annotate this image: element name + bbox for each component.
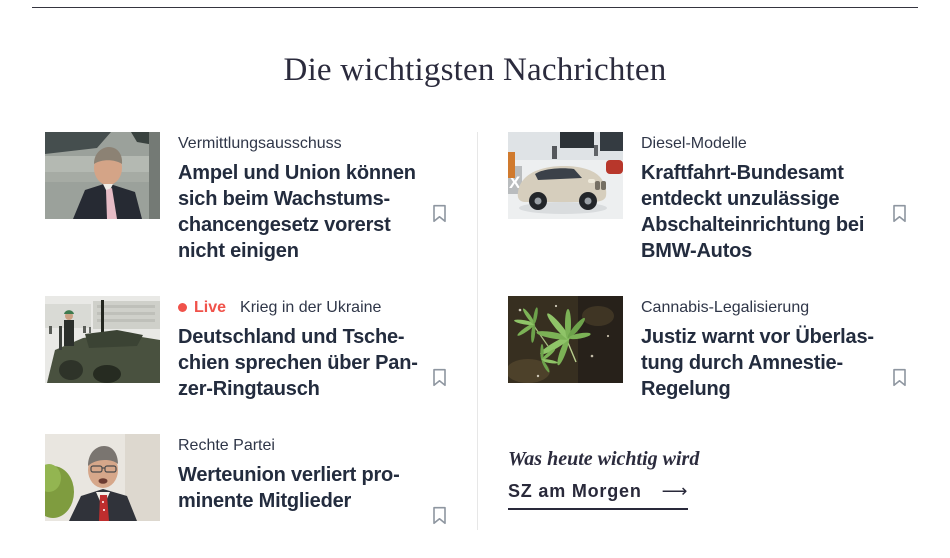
headline[interactable]: Deutschland und Tsche- chien sprechen üb… xyxy=(178,326,418,400)
bookmark-icon xyxy=(892,204,907,226)
article-image-cannabis[interactable] xyxy=(508,296,623,383)
bookmark-icon xyxy=(432,506,447,528)
kicker[interactable]: Cannabis-Legalisierung xyxy=(641,297,874,318)
link-label: SZ am Morgen xyxy=(508,481,642,501)
sz-am-morgen-link[interactable]: SZ am Morgen ⟶ xyxy=(508,481,689,510)
news-item-bmw-abschalteinrichtung: X Di xyxy=(508,132,915,264)
headline[interactable]: Kraftfahrt-Bundesamt entdeckt unzulässig… xyxy=(641,162,865,262)
article-text: Diesel-Modelle Kraftfahrt-Bundesamt entd… xyxy=(641,132,864,264)
kicker-label: Vermittlungsausschuss xyxy=(178,135,342,152)
news-item-wachstumschancengesetz: Vermittlungsausschuss Ampel und Union kö… xyxy=(45,132,455,264)
kicker-label: Rechte Partei xyxy=(178,437,275,454)
article-image-panzer[interactable] xyxy=(45,296,160,383)
kicker-label: Cannabis-Legalisierung xyxy=(641,299,810,316)
kicker[interactable]: Vermittlungsausschuss xyxy=(178,133,416,154)
column-divider xyxy=(477,132,478,530)
news-grid: Vermittlungsausschuss Ampel und Union kö… xyxy=(45,132,915,553)
bookmark-button[interactable] xyxy=(431,204,447,224)
bookmark-icon xyxy=(432,368,447,390)
bookmark-button[interactable] xyxy=(431,368,447,388)
right-column: X Di xyxy=(508,132,915,553)
article-image-maassen[interactable] xyxy=(45,434,160,521)
left-column: Vermittlungsausschuss Ampel und Union kö… xyxy=(45,132,455,553)
headline[interactable]: Werteunion verliert pro- minente Mitglie… xyxy=(178,464,400,512)
live-dot-icon xyxy=(178,303,187,312)
bookmark-icon xyxy=(892,368,907,390)
article-text: Live Krieg in der Ukraine Deutschland un… xyxy=(178,296,418,402)
headline[interactable]: Justiz warnt vor Überlas- tung durch Amn… xyxy=(641,326,874,400)
kicker[interactable]: Rechte Partei xyxy=(178,435,400,456)
bookmark-button[interactable] xyxy=(431,506,447,526)
news-item-panzer-ringtausch: Live Krieg in der Ukraine Deutschland un… xyxy=(45,296,455,402)
article-text: Cannabis-Legalisierung Justiz warnt vor … xyxy=(641,296,874,402)
kicker[interactable]: Live Krieg in der Ukraine xyxy=(178,297,418,318)
top-divider xyxy=(32,7,918,8)
news-item-werteunion: Rechte Partei Werteunion verliert pro- m… xyxy=(45,434,455,525)
teaser-title: Was heute wichtig wird xyxy=(508,448,700,470)
news-item-cannabis-amnestie: Cannabis-Legalisierung Justiz warnt vor … xyxy=(508,296,915,402)
bookmark-button[interactable] xyxy=(891,204,907,224)
article-image-bmw[interactable]: X xyxy=(508,132,623,219)
section-title: Die wichtigsten Nachrichten xyxy=(283,52,667,88)
article-text: Vermittlungsausschuss Ampel und Union kö… xyxy=(178,132,416,264)
kicker-label: Diesel-Modelle xyxy=(641,135,747,152)
article-text: Rechte Partei Werteunion verliert pro- m… xyxy=(178,434,400,521)
morning-briefing-teaser: Was heute wichtig wird SZ am Morgen ⟶ xyxy=(508,448,915,510)
kicker-label: Krieg in der Ukraine xyxy=(240,299,382,316)
arrow-right-icon: ⟶ xyxy=(661,481,689,501)
article-image-lindner[interactable] xyxy=(45,132,160,219)
kicker[interactable]: Diesel-Modelle xyxy=(641,133,864,154)
bookmark-icon xyxy=(432,204,447,226)
headline[interactable]: Ampel und Union können sich beim Wachstu… xyxy=(178,162,416,262)
bookmark-button[interactable] xyxy=(891,368,907,388)
live-badge: Live xyxy=(194,299,227,316)
